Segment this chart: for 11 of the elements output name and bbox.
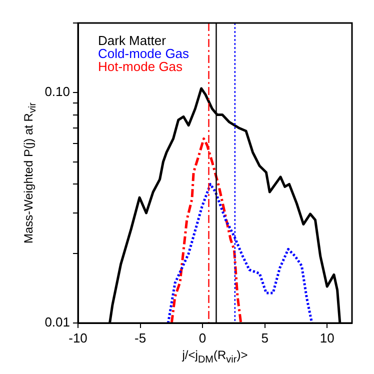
- y-tick-label: 0.01: [44, 314, 70, 330]
- x-tick-label: -5: [134, 330, 146, 346]
- x-axis-title: j/<j$_{DM}$(R$_{vir}$)>: [182, 348, 248, 366]
- x-tick-label: 5: [261, 330, 268, 346]
- y-tick-label: 0.10: [44, 84, 70, 99]
- text: Dark Matter: [98, 33, 167, 48]
- x-tick-label: -10: [68, 330, 88, 346]
- text: Hot-mode Gas: [98, 59, 184, 74]
- x-tick-label: 10: [320, 330, 334, 346]
- x-tick-label: 0: [198, 330, 206, 346]
- text: Cold-mode Gas: [98, 46, 190, 62]
